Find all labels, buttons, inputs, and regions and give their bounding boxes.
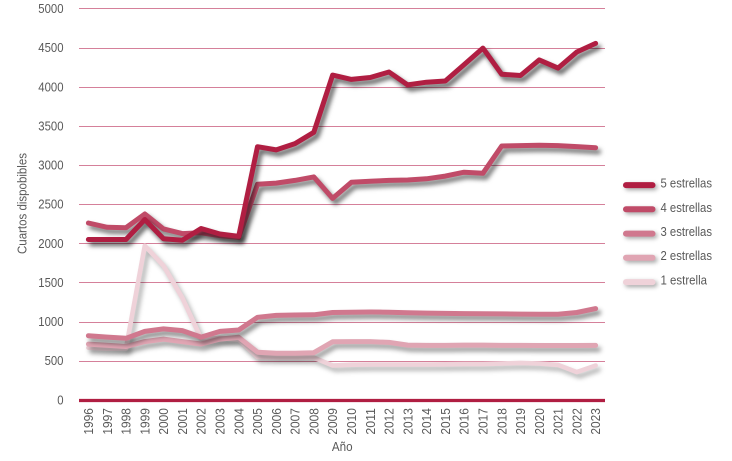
svg-text:2000: 2000	[38, 236, 63, 251]
svg-text:1996: 1996	[81, 408, 96, 435]
svg-text:2014: 2014	[419, 408, 434, 435]
svg-text:2012: 2012	[382, 408, 397, 435]
svg-text:2013: 2013	[400, 408, 415, 435]
svg-text:2021: 2021	[551, 408, 566, 435]
svg-text:2008: 2008	[306, 408, 321, 435]
svg-text:2003: 2003	[213, 408, 228, 435]
svg-text:0: 0	[57, 392, 63, 407]
svg-text:3 estrellas: 3 estrellas	[661, 225, 713, 239]
svg-text:Año: Año	[332, 439, 353, 454]
svg-text:2010: 2010	[344, 408, 359, 435]
svg-text:2022: 2022	[569, 408, 584, 435]
svg-text:2 estrellas: 2 estrellas	[661, 249, 713, 263]
svg-text:500: 500	[45, 353, 64, 368]
svg-text:4500: 4500	[38, 40, 63, 55]
svg-text:2001: 2001	[175, 408, 190, 435]
svg-text:1997: 1997	[100, 408, 115, 435]
svg-text:2500: 2500	[38, 197, 63, 212]
svg-text:4000: 4000	[38, 79, 63, 94]
svg-text:2016: 2016	[457, 408, 472, 435]
svg-text:2005: 2005	[250, 408, 265, 435]
svg-text:2007: 2007	[288, 408, 303, 435]
svg-text:2017: 2017	[476, 408, 491, 435]
svg-text:2006: 2006	[269, 408, 284, 435]
svg-text:1500: 1500	[38, 275, 63, 290]
svg-text:4 estrellas: 4 estrellas	[661, 201, 713, 215]
svg-text:5 estrellas: 5 estrellas	[661, 177, 713, 191]
svg-text:2011: 2011	[363, 408, 378, 435]
svg-text:2009: 2009	[325, 408, 340, 435]
svg-text:2004: 2004	[231, 408, 246, 435]
svg-text:1 estrella: 1 estrella	[661, 274, 708, 288]
svg-text:5000: 5000	[38, 1, 63, 16]
svg-text:1998: 1998	[119, 408, 134, 435]
svg-text:3000: 3000	[38, 158, 63, 173]
svg-text:2002: 2002	[194, 408, 209, 435]
svg-text:2000: 2000	[156, 408, 171, 435]
svg-text:2015: 2015	[438, 408, 453, 435]
svg-text:2018: 2018	[494, 408, 509, 435]
svg-text:2020: 2020	[532, 408, 547, 435]
svg-text:1999: 1999	[137, 408, 152, 435]
svg-text:Cuartos dispobibles: Cuartos dispobibles	[14, 153, 29, 254]
svg-text:3500: 3500	[38, 118, 63, 133]
svg-text:2019: 2019	[513, 408, 528, 435]
svg-text:2023: 2023	[588, 408, 603, 435]
svg-text:1000: 1000	[38, 314, 63, 329]
